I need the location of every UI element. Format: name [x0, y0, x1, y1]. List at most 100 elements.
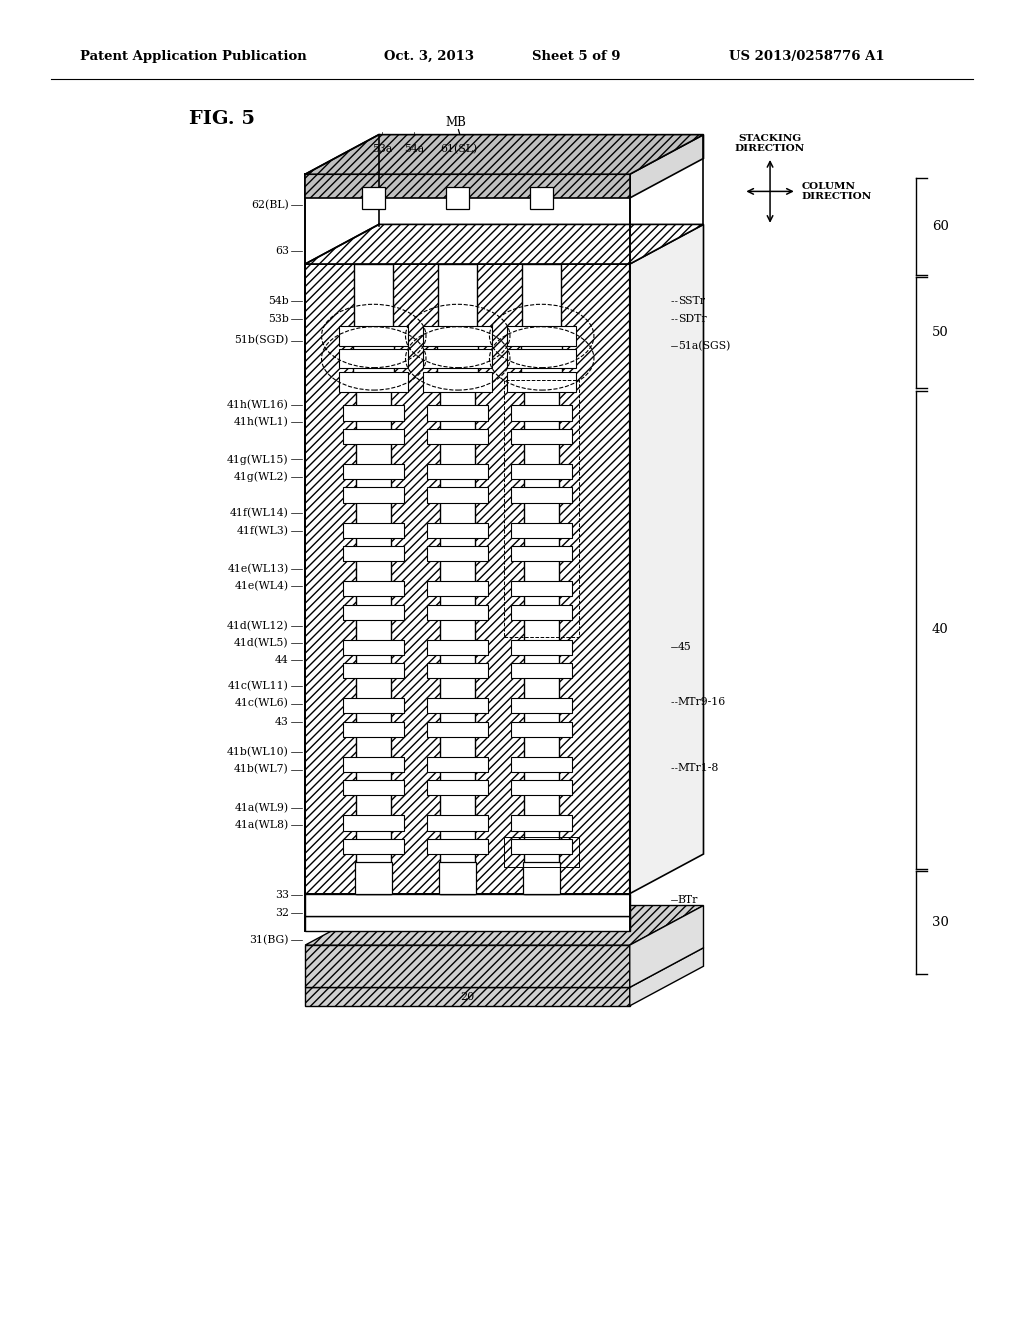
Bar [339, 348, 409, 368]
Bar [427, 546, 488, 561]
Bar [530, 187, 553, 209]
Text: 41h(WL16): 41h(WL16) [227, 400, 289, 411]
Text: 61(SL): 61(SL) [440, 144, 477, 154]
Text: 41a(WL8): 41a(WL8) [234, 820, 289, 830]
Text: SSTr: SSTr [678, 296, 705, 306]
Text: 63: 63 [274, 246, 289, 256]
Bar [439, 862, 476, 894]
Bar [427, 698, 488, 714]
Bar [511, 722, 572, 737]
Polygon shape [630, 906, 703, 987]
Polygon shape [305, 906, 703, 945]
Bar [427, 663, 488, 678]
Text: STACKING
DIRECTION: STACKING DIRECTION [735, 133, 805, 153]
Bar [343, 780, 404, 796]
Text: 41c(WL11): 41c(WL11) [228, 681, 289, 692]
Bar [305, 894, 630, 916]
Bar [343, 605, 404, 620]
Bar [353, 333, 394, 376]
Polygon shape [305, 224, 703, 264]
Text: 41f(WL14): 41f(WL14) [230, 508, 289, 519]
Text: 41c(WL6): 41c(WL6) [234, 698, 289, 709]
Bar [511, 640, 572, 655]
Text: US 2013/0258776 A1: US 2013/0258776 A1 [729, 50, 885, 63]
Bar [438, 264, 477, 333]
Bar [423, 326, 493, 346]
Text: BTr: BTr [678, 895, 698, 906]
Bar [507, 372, 577, 392]
Bar [507, 348, 577, 368]
Bar [437, 333, 478, 376]
Bar [343, 698, 404, 714]
Bar [305, 916, 630, 931]
Polygon shape [630, 224, 703, 894]
Bar [427, 840, 488, 854]
Bar [511, 523, 572, 537]
Bar [511, 581, 572, 597]
Bar [511, 546, 572, 561]
Bar [511, 405, 572, 421]
Text: 41e(WL13): 41e(WL13) [227, 564, 289, 574]
Bar [511, 816, 572, 830]
Bar [343, 663, 404, 678]
Bar [343, 523, 404, 537]
Bar [354, 264, 393, 333]
Text: COLUMN
DIRECTION: COLUMN DIRECTION [802, 182, 872, 201]
Polygon shape [305, 135, 703, 174]
Bar [511, 429, 572, 444]
Bar [355, 862, 392, 894]
Text: 41g(WL2): 41g(WL2) [234, 471, 289, 482]
Bar [343, 756, 404, 772]
Bar [343, 581, 404, 597]
Bar [427, 605, 488, 620]
Text: 62(BL): 62(BL) [251, 199, 289, 210]
Text: 41d(WL5): 41d(WL5) [234, 638, 289, 648]
Bar [343, 816, 404, 830]
Bar [427, 722, 488, 737]
Bar [427, 581, 488, 597]
Text: 43: 43 [274, 717, 289, 727]
Bar [339, 326, 409, 346]
Text: 41b(WL7): 41b(WL7) [234, 764, 289, 775]
Bar [305, 945, 630, 987]
Text: 41h(WL1): 41h(WL1) [233, 417, 289, 428]
Bar [305, 264, 630, 894]
Bar [511, 698, 572, 714]
Bar [427, 487, 488, 503]
Bar [343, 546, 404, 561]
Bar [511, 487, 572, 503]
Bar [427, 816, 488, 830]
Text: 51a(SGS): 51a(SGS) [678, 341, 730, 351]
Bar [343, 487, 404, 503]
Bar [446, 187, 469, 209]
Bar [427, 756, 488, 772]
Polygon shape [630, 135, 703, 198]
Text: SDTr: SDTr [678, 314, 707, 325]
Bar [511, 605, 572, 620]
Text: 32: 32 [274, 908, 289, 919]
Text: 53a: 53a [372, 144, 392, 154]
Bar [511, 780, 572, 796]
Bar [511, 840, 572, 854]
Bar [427, 405, 488, 421]
Bar [427, 780, 488, 796]
Bar [427, 523, 488, 537]
Text: MTr9-16: MTr9-16 [678, 697, 726, 708]
Bar [511, 663, 572, 678]
Bar [343, 722, 404, 737]
Bar [440, 376, 475, 894]
Text: Patent Application Publication: Patent Application Publication [80, 50, 306, 63]
Text: 45: 45 [678, 642, 691, 652]
Bar [524, 376, 559, 894]
Bar [523, 862, 560, 894]
Text: 30: 30 [932, 916, 948, 929]
Bar [356, 376, 391, 894]
Text: Sheet 5 of 9: Sheet 5 of 9 [532, 50, 621, 63]
Text: 41d(WL12): 41d(WL12) [227, 620, 289, 631]
Text: FIG. 5: FIG. 5 [189, 110, 255, 128]
Text: 54a: 54a [403, 144, 424, 154]
Bar [427, 429, 488, 444]
Text: 20: 20 [461, 991, 474, 1002]
Text: 44: 44 [275, 655, 289, 665]
Bar [507, 326, 577, 346]
